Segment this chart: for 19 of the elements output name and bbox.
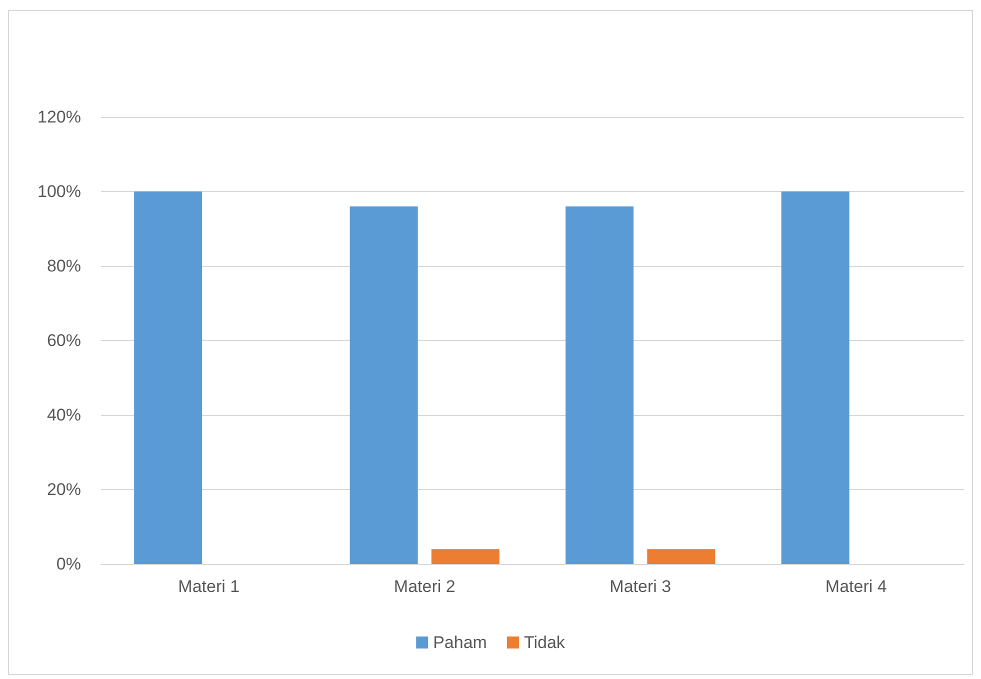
x-tick-label: Materi 2 bbox=[394, 577, 456, 596]
x-tick-label: Materi 4 bbox=[825, 577, 887, 596]
bar bbox=[134, 192, 202, 564]
y-tick-label: 20% bbox=[46, 480, 81, 499]
bar bbox=[647, 549, 716, 564]
y-tick-label: 120% bbox=[38, 108, 81, 126]
y-tick-label: 0% bbox=[56, 554, 81, 574]
x-tick-label: Materi 1 bbox=[178, 577, 240, 596]
y-tick-label: 40% bbox=[46, 406, 81, 424]
y-tick-label: 100% bbox=[38, 182, 81, 201]
bar bbox=[781, 192, 850, 564]
bar bbox=[350, 206, 418, 564]
legend-label: Tidak bbox=[524, 633, 566, 652]
legend-label: Paham bbox=[433, 633, 487, 652]
bar bbox=[431, 549, 500, 564]
bar bbox=[566, 206, 634, 564]
y-tick-label: 80% bbox=[46, 256, 81, 276]
y-tick-label: 60% bbox=[46, 331, 81, 350]
x-tick-label: Materi 3 bbox=[610, 577, 672, 596]
